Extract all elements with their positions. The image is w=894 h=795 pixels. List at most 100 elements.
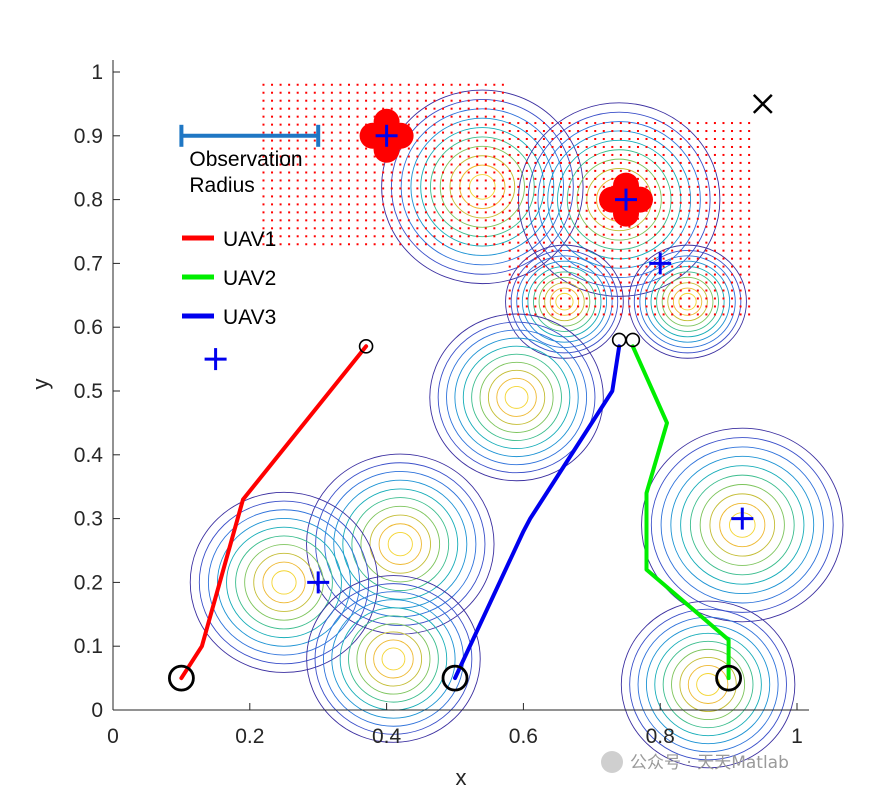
red-dot [476,211,479,214]
red-dot [399,187,402,190]
red-dot [722,313,725,316]
red-dot [628,153,631,156]
red-dot [330,171,333,174]
red-dot [542,297,545,300]
contour-ring [410,117,555,256]
red-dot [602,289,605,292]
red-dot [551,257,554,260]
red-dot [585,145,588,148]
contour-ring [381,89,584,285]
red-dot [322,131,325,134]
red-dot [534,177,537,180]
red-dot [619,161,622,164]
red-dot [713,153,716,156]
red-dot [671,185,674,188]
red-dot [731,217,734,220]
red-dot [560,241,563,244]
red-dot [476,171,479,174]
contour-ring [660,446,824,604]
red-dot [739,209,742,212]
red-dot [525,161,528,164]
red-dot [594,122,597,125]
red-dot [288,147,291,150]
red-dot [262,243,265,246]
red-dot [688,313,691,316]
observation-radius-bar [179,124,321,147]
red-dot [594,241,597,244]
red-dot [501,179,504,182]
red-dot [347,107,350,110]
red-dot [525,145,528,148]
red-dot [542,241,545,244]
red-dot [501,243,504,246]
red-dot [525,217,528,220]
red-dot [339,171,342,174]
red-dot [365,235,368,238]
red-dot [585,201,588,204]
red-dot [459,123,462,126]
red-dot [399,83,402,86]
red-dot [313,123,316,126]
red-dot [628,289,631,292]
red-dot [305,179,308,182]
red-dot [731,145,734,148]
red-dot [271,227,274,230]
red-dot [525,185,528,188]
red-dot [508,169,511,172]
red-dot [611,289,614,292]
red-dot [484,243,487,246]
red-dot [568,265,571,268]
red-dot [636,137,639,140]
red-dot [493,187,496,190]
red-dot [688,265,691,268]
contour-ring [576,158,662,241]
contour-ring [633,250,742,354]
red-dot [508,281,511,284]
red-dot [602,161,605,164]
red-dot [416,211,419,214]
red-dot [501,195,504,198]
contour-ring [671,648,746,721]
contour-ring [620,600,796,769]
red-dot [433,107,436,110]
red-dot [347,83,350,86]
red-dot [416,235,419,238]
red-dot [339,227,342,230]
contour-ring [306,575,481,743]
red-dot [390,235,393,238]
red-dot [459,155,462,158]
red-dot [594,145,597,148]
red-dot [322,203,325,206]
red-dot [551,241,554,244]
red-dot [305,235,308,238]
red-dot [619,273,622,276]
red-dot [517,233,520,236]
red-dot [322,139,325,142]
red-dot [722,122,725,125]
red-dot [416,99,419,102]
red-dot [508,209,511,212]
red-dot [577,145,580,148]
red-dot [602,185,605,188]
red-dot [662,233,665,236]
red-dot [508,185,511,188]
red-dot [748,217,751,220]
red-dot [484,83,487,86]
red-dot [525,241,528,244]
red-dot [679,201,682,204]
red-dot [476,155,479,158]
red-dot [476,107,479,110]
red-dot [534,273,537,276]
red-dot [662,281,665,284]
red-dot [467,123,470,126]
red-dot [407,171,410,174]
red-dot [636,273,639,276]
contour-ring [662,640,754,729]
red-dot [713,137,716,140]
red-dot [722,305,725,308]
red-dot [619,122,622,125]
red-dot [433,219,436,222]
red-dot [568,161,571,164]
red-dot [705,177,708,180]
red-dot [636,233,639,236]
